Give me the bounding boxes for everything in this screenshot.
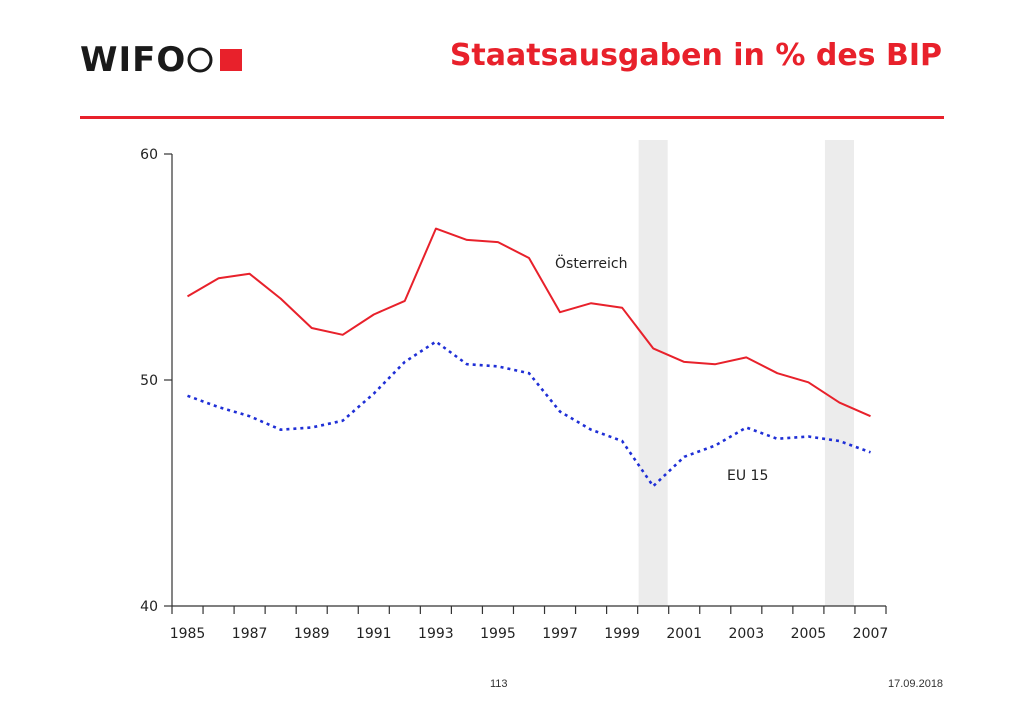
x-tick-label-1985: 1985 xyxy=(170,626,206,642)
x-tick-label-1989: 1989 xyxy=(294,626,330,642)
x-tick-label-1991: 1991 xyxy=(356,626,392,642)
x-tick-label-2001: 2001 xyxy=(666,626,702,642)
title-divider xyxy=(80,116,944,119)
data-point-eu15-2002 xyxy=(713,444,717,448)
logo-text: WIFO xyxy=(80,40,187,80)
x-tick-label-1999: 1999 xyxy=(604,626,640,642)
x-tick-label-2005: 2005 xyxy=(791,626,827,642)
x-tick-label-2007: 2007 xyxy=(853,626,889,642)
series-line-oesterreich xyxy=(186,227,871,418)
data-point-eu15-1986 xyxy=(217,405,221,409)
series-line-eu15 xyxy=(187,340,871,488)
x-tick-label-2003: 2003 xyxy=(728,626,764,642)
x-tick-label-1995: 1995 xyxy=(480,626,516,642)
logo-shapes-icon xyxy=(187,47,243,73)
y-tick-label-60: 60 xyxy=(140,147,158,163)
footer-date: 17.09.2018 xyxy=(888,678,944,690)
wifo-logo: WIFO xyxy=(80,38,246,82)
page-title: Staatsausgaben in % des BIP xyxy=(449,38,942,73)
x-tick-label-1987: 1987 xyxy=(232,626,268,642)
y-tick-label-50: 50 xyxy=(140,373,158,389)
series-label-oesterreich: Österreich xyxy=(555,254,627,272)
shaded-band-2006 xyxy=(824,140,854,606)
x-tick-label-1993: 1993 xyxy=(418,626,454,642)
series-label-eu15: EU 15 xyxy=(727,468,768,484)
shaded-band-2000 xyxy=(638,140,668,606)
page-number: 113 xyxy=(490,678,508,690)
y-tick-label-40: 40 xyxy=(140,599,158,615)
x-tick-label-1997: 1997 xyxy=(542,626,578,642)
